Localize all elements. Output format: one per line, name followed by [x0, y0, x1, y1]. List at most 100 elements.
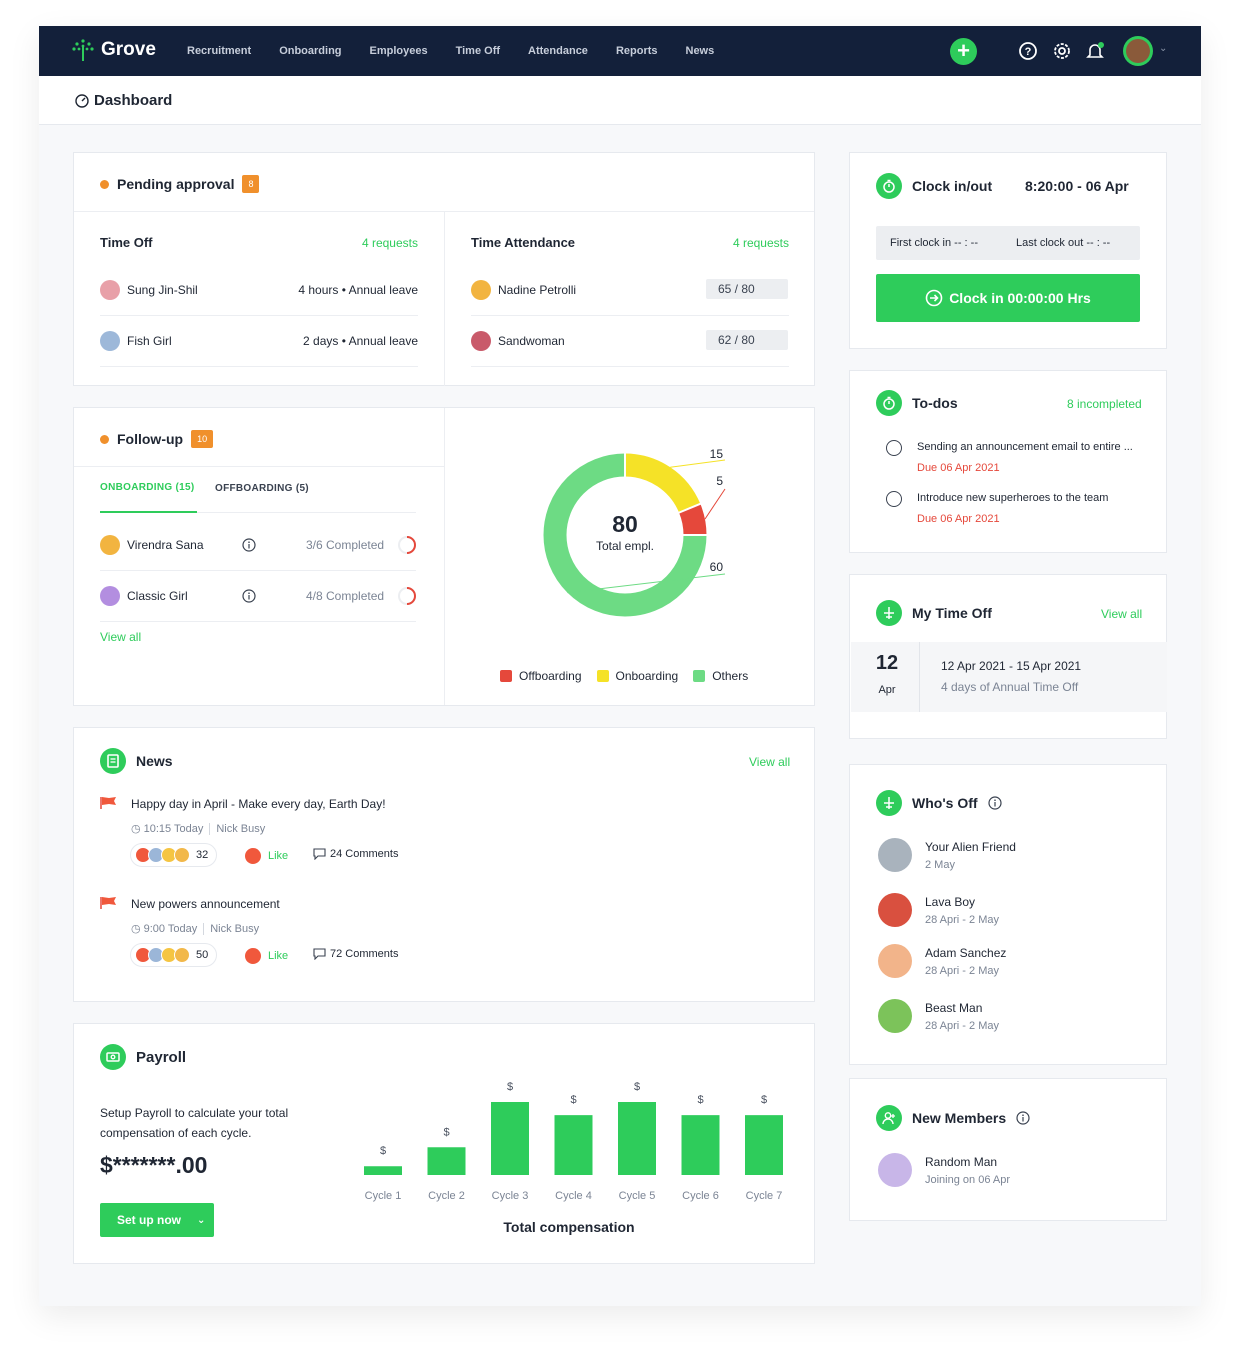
todo-text[interactable]: Sending an announcement email to entire … — [917, 441, 1133, 453]
new-members-card: New Members Random Man Joining on 06 Apr — [849, 1078, 1167, 1221]
follow-up-title: Follow-up — [117, 431, 184, 447]
employee-name: Sandwoman — [498, 334, 565, 348]
nav-time-off[interactable]: Time Off — [455, 45, 501, 57]
nav-employees[interactable]: Employees — [369, 45, 428, 57]
avatar — [878, 999, 912, 1033]
reactions-pill[interactable]: 32 — [130, 843, 218, 867]
list-item[interactable]: Virendra Sana — [100, 535, 204, 555]
avatar — [100, 535, 120, 555]
help-icon[interactable]: ? — [1018, 41, 1038, 61]
member-joining: Joining on 06 Apr — [925, 1173, 1011, 1186]
person-dates: 2 May — [925, 858, 955, 871]
stopwatch-icon — [876, 390, 902, 416]
list-item[interactable]: Your Alien Friend 2 May — [878, 838, 1016, 872]
time-off-view-all-link[interactable]: View all — [1101, 607, 1143, 621]
new-members-title: New Members — [912, 1110, 1007, 1126]
nav-recruitment[interactable]: Recruitment — [187, 45, 252, 57]
list-item[interactable]: Nadine Petrolli — [471, 280, 576, 300]
person-dates: 28 Apri - 2 May — [925, 964, 999, 977]
comments-link[interactable]: 72 Comments — [330, 948, 399, 960]
list-item[interactable]: Sandwoman — [471, 331, 565, 351]
like-button[interactable]: Like — [268, 850, 289, 862]
gear-icon[interactable] — [1052, 41, 1072, 61]
tab-offboarding[interactable]: OFFBOARDING (5) — [215, 483, 309, 494]
pending-title: Pending approval — [117, 176, 235, 192]
todos-incomplete-link[interactable]: 8 incompleted — [1067, 397, 1142, 411]
list-item[interactable]: Beast Man 28 Apri - 2 May — [878, 999, 999, 1033]
page-title-text: Dashboard — [94, 92, 173, 109]
avatar — [100, 586, 120, 606]
info-icon[interactable] — [987, 796, 1002, 810]
nav-attendance[interactable]: Attendance — [528, 45, 588, 57]
bell-icon[interactable] — [1085, 41, 1105, 61]
follow-up-count-badge: 10 — [191, 430, 214, 448]
user-avatar[interactable] — [1123, 36, 1153, 66]
todo-checkbox[interactable] — [886, 491, 902, 507]
attendance-requests-link[interactable]: 4 requests — [732, 235, 789, 250]
info-icon[interactable] — [242, 589, 256, 603]
news-title: News — [136, 753, 173, 769]
nav-news[interactable]: News — [685, 45, 715, 57]
legend-swatch — [596, 670, 609, 682]
bar-value-label: $ — [507, 1081, 513, 1093]
comments-link[interactable]: 24 Comments — [330, 848, 399, 860]
last-clock-out: Last clock out -- : -- — [1016, 237, 1111, 249]
list-item[interactable]: Lava Boy 28 Apri - 2 May — [878, 893, 999, 927]
list-item[interactable]: Adam Sanchez 28 Apri - 2 May — [878, 944, 1006, 978]
like-button[interactable]: Like — [268, 950, 289, 962]
list-item[interactable]: Classic Girl — [100, 586, 188, 606]
donut-chart: 15 5 60 — [543, 447, 726, 617]
todo-text[interactable]: Introduce new superheroes to the team — [917, 492, 1109, 504]
set-up-now-button[interactable]: Set up now ⌄ — [100, 1203, 214, 1237]
news-author: Nick Busy — [216, 822, 266, 835]
time-off-requests-link[interactable]: 4 requests — [361, 235, 418, 250]
list-item[interactable]: Fish Girl 2 days • Annual leave — [100, 331, 418, 351]
flag-icon — [100, 797, 116, 809]
progress-ring — [398, 587, 416, 605]
score-bar: 65 / 80 — [706, 279, 788, 299]
progress-text: 4/8 Completed — [306, 589, 385, 603]
follow-up-view-all-link[interactable]: View all — [100, 630, 142, 644]
member-name: Random Man — [925, 1154, 998, 1169]
news-author: Nick Busy — [210, 922, 260, 935]
donut-slice-others — [543, 453, 707, 617]
bar-cycle-6 — [681, 1115, 720, 1175]
info-icon[interactable] — [1016, 1111, 1030, 1125]
news-time: 10:15 Today — [143, 822, 204, 835]
nav-onboarding[interactable]: Onboarding — [279, 45, 342, 57]
time-off-entry[interactable]: 12 Apr 12 Apr 2021 - 15 Apr 2021 4 days … — [851, 642, 1167, 712]
employee-name: Sung Jin-Shil — [127, 283, 198, 297]
brand-logo[interactable]: Grove — [71, 38, 156, 62]
set-up-now-label: Set up now — [117, 1213, 181, 1227]
avatar — [878, 838, 912, 872]
donut-slice-offboarding — [678, 503, 707, 536]
bar-category-label: Cycle 3 — [492, 1190, 529, 1202]
bar-value-label: $ — [443, 1126, 449, 1138]
list-item[interactable]: Sung Jin-Shil 4 hours • Annual leave — [100, 280, 418, 300]
reactions-pill[interactable]: 50 — [130, 943, 218, 967]
clock-in-button[interactable]: Clock in 00:00:00 Hrs — [876, 274, 1140, 322]
news-view-all-link[interactable]: View all — [749, 755, 791, 769]
first-clock-in: First clock in -- : -- — [890, 237, 978, 249]
chevron-down-icon[interactable]: ⌄ — [1159, 43, 1168, 54]
news-headline[interactable]: Happy day in April - Make every day, Ear… — [131, 797, 386, 811]
news-time: 9:00 Today — [143, 922, 198, 935]
list-item[interactable]: Random Man Joining on 06 Apr — [878, 1153, 1010, 1187]
donut-slice-onboarding — [624, 453, 701, 514]
nav-reports[interactable]: Reports — [615, 45, 658, 57]
todo-checkbox[interactable] — [886, 440, 902, 456]
avatar — [471, 280, 491, 300]
leader-line — [567, 573, 726, 594]
progress-ring-arc — [406, 587, 416, 605]
add-button[interactable]: + — [950, 38, 977, 65]
info-icon[interactable] — [242, 538, 256, 552]
tab-onboarding[interactable]: ONBOARDING (15) — [100, 482, 195, 493]
news-headline[interactable]: New powers announcement — [131, 897, 280, 911]
todos-card: To-dos 8 incompleted Sending an announce… — [849, 370, 1167, 553]
person-name: Beast Man — [925, 1000, 983, 1015]
avatar — [878, 893, 912, 927]
time-attendance-title: Time Attendance — [471, 235, 576, 250]
progress-text: 3/6 Completed — [306, 538, 385, 552]
clock-in-label: Clock in 00:00:00 Hrs — [949, 290, 1091, 306]
active-tab-indicator — [100, 511, 197, 513]
